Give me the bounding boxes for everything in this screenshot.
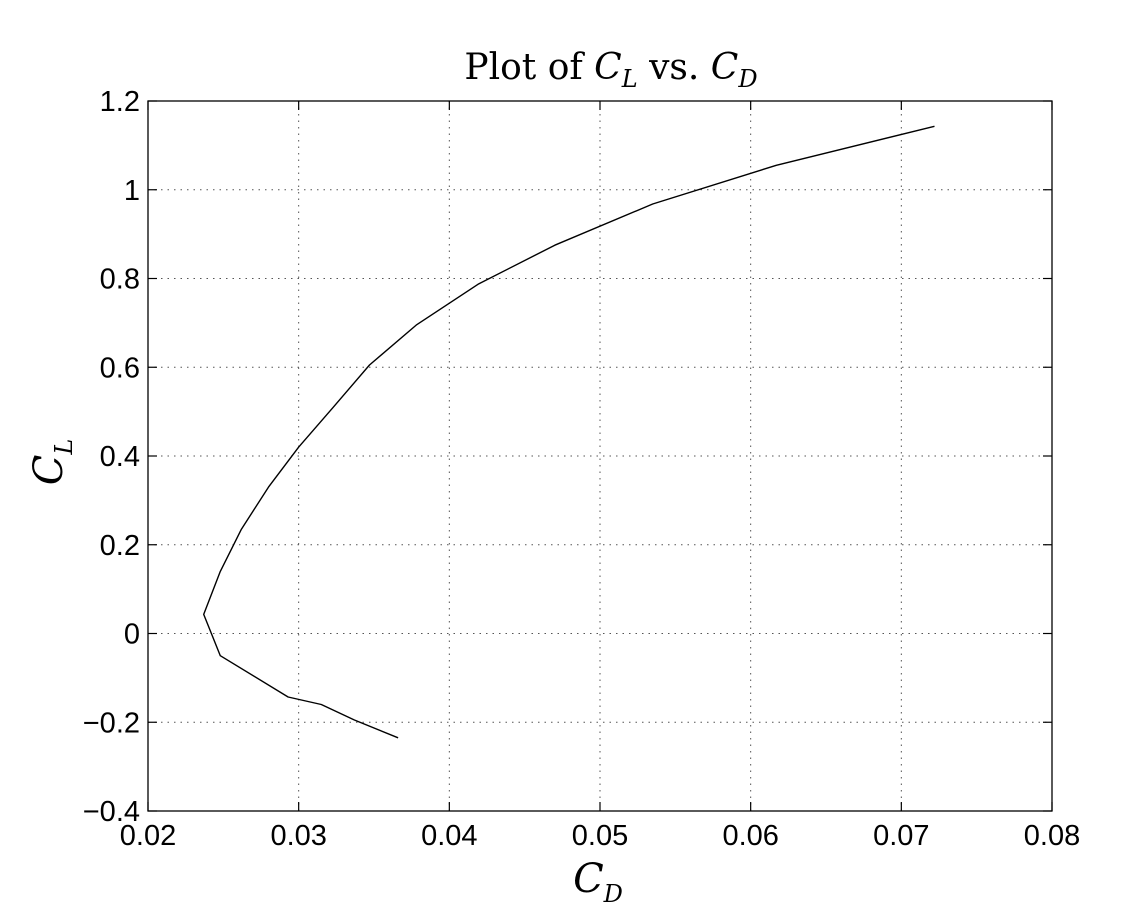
y-tick-label: 1.2: [100, 86, 140, 118]
y-tick-label: 1: [124, 175, 140, 207]
y-tick-labels: −0.4 −0.2 0 0.2 0.4 0.6 0.8 1 1.2: [83, 86, 140, 828]
x-axis-label-symbol: C: [573, 856, 604, 902]
title-x-symbol: C: [711, 47, 739, 88]
title-y-symbol: C: [594, 47, 622, 88]
y-axis-label-subscript: L: [50, 439, 78, 456]
grid-lines: [148, 101, 1052, 811]
title-prefix: Plot of: [464, 47, 594, 88]
x-tick-label: 0.04: [421, 820, 477, 852]
y-axis-label-symbol: C: [26, 455, 72, 486]
y-tick-label: 0.6: [100, 352, 140, 384]
series-line: [202, 125, 935, 739]
title-middle: vs.: [638, 47, 711, 88]
series-layer: [202, 125, 935, 739]
title-x-subscript: D: [737, 65, 757, 93]
x-tick-label: 0.08: [1024, 820, 1080, 852]
tick-marks: [147, 100, 1053, 812]
chart-title: Plot of CL vs. CD: [464, 47, 757, 93]
y-tick-label: −0.4: [83, 796, 140, 828]
y-axis-label: CL: [26, 439, 78, 486]
y-tick-label: 0.4: [100, 441, 140, 473]
y-tick-label: −0.2: [83, 707, 140, 739]
x-axis-label: CD: [573, 856, 623, 908]
x-tick-label: 0.02: [120, 820, 176, 852]
x-tick-label: 0.07: [873, 820, 929, 852]
x-axis-label-subscript: D: [603, 880, 623, 908]
x-tick-label: 0.06: [722, 820, 778, 852]
y-tick-label: 0.8: [100, 264, 140, 296]
title-y-subscript: L: [621, 65, 638, 93]
x-tick-label: 0.03: [270, 820, 326, 852]
y-tick-label: 0.2: [100, 530, 140, 562]
y-tick-label: 0: [124, 619, 140, 651]
plot-area-frame: [147, 100, 1053, 812]
x-tick-labels: 0.02 0.03 0.04 0.05 0.06 0.07 0.08: [120, 820, 1080, 852]
x-tick-label: 0.05: [572, 820, 628, 852]
